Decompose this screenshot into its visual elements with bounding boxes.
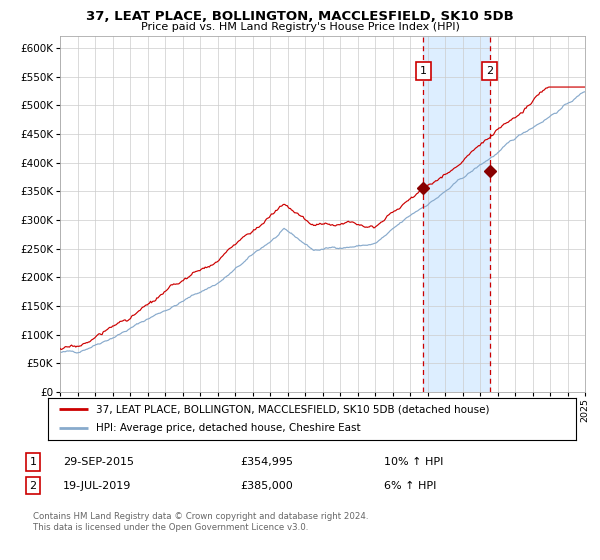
Text: Price paid vs. HM Land Registry's House Price Index (HPI): Price paid vs. HM Land Registry's House … — [140, 22, 460, 32]
Text: 19-JUL-2019: 19-JUL-2019 — [63, 480, 131, 491]
Text: 37, LEAT PLACE, BOLLINGTON, MACCLESFIELD, SK10 5DB: 37, LEAT PLACE, BOLLINGTON, MACCLESFIELD… — [86, 10, 514, 23]
Bar — [423, 36, 490, 392]
Text: £354,995: £354,995 — [240, 457, 293, 467]
Text: 37, LEAT PLACE, BOLLINGTON, MACCLESFIELD, SK10 5DB (detached house): 37, LEAT PLACE, BOLLINGTON, MACCLESFIELD… — [95, 404, 489, 414]
Text: 2: 2 — [486, 66, 493, 76]
Text: 1: 1 — [29, 457, 37, 467]
Text: HPI: Average price, detached house, Cheshire East: HPI: Average price, detached house, Ches… — [95, 423, 360, 433]
Text: 1: 1 — [419, 66, 427, 76]
Text: 29-SEP-2015: 29-SEP-2015 — [63, 457, 134, 467]
Text: 2: 2 — [29, 480, 37, 491]
Text: £385,000: £385,000 — [240, 480, 293, 491]
Text: 10% ↑ HPI: 10% ↑ HPI — [384, 457, 443, 467]
Text: 6% ↑ HPI: 6% ↑ HPI — [384, 480, 436, 491]
Text: Contains HM Land Registry data © Crown copyright and database right 2024.
This d: Contains HM Land Registry data © Crown c… — [33, 512, 368, 532]
